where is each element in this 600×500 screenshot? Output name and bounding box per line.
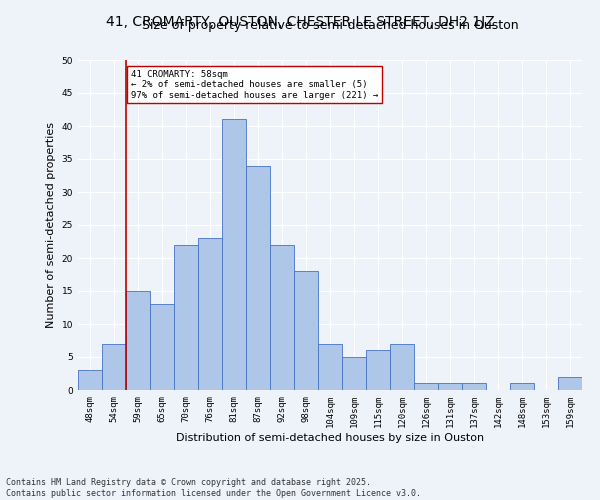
Bar xyxy=(366,350,390,390)
Bar xyxy=(150,304,174,390)
Bar xyxy=(294,271,318,390)
Text: 41 CROMARTY: 58sqm
← 2% of semi-detached houses are smaller (5)
97% of semi-deta: 41 CROMARTY: 58sqm ← 2% of semi-detached… xyxy=(131,70,378,100)
Title: Size of property relative to semi-detached houses in Ouston: Size of property relative to semi-detach… xyxy=(142,20,518,32)
Y-axis label: Number of semi-detached properties: Number of semi-detached properties xyxy=(46,122,56,328)
Bar xyxy=(78,370,102,390)
Bar xyxy=(246,166,270,390)
Bar xyxy=(462,384,486,390)
Bar xyxy=(198,238,222,390)
Bar xyxy=(342,357,366,390)
Bar xyxy=(174,245,198,390)
Bar xyxy=(222,120,246,390)
Bar xyxy=(126,291,150,390)
Bar xyxy=(318,344,342,390)
Bar xyxy=(102,344,126,390)
Text: 41, CROMARTY, OUSTON, CHESTER LE STREET, DH2 1JZ: 41, CROMARTY, OUSTON, CHESTER LE STREET,… xyxy=(106,15,494,29)
Text: Contains HM Land Registry data © Crown copyright and database right 2025.
Contai: Contains HM Land Registry data © Crown c… xyxy=(6,478,421,498)
X-axis label: Distribution of semi-detached houses by size in Ouston: Distribution of semi-detached houses by … xyxy=(176,432,484,442)
Bar xyxy=(558,377,582,390)
Bar xyxy=(390,344,414,390)
Bar xyxy=(438,384,462,390)
Bar xyxy=(270,245,294,390)
Bar xyxy=(510,384,534,390)
Bar xyxy=(414,384,438,390)
